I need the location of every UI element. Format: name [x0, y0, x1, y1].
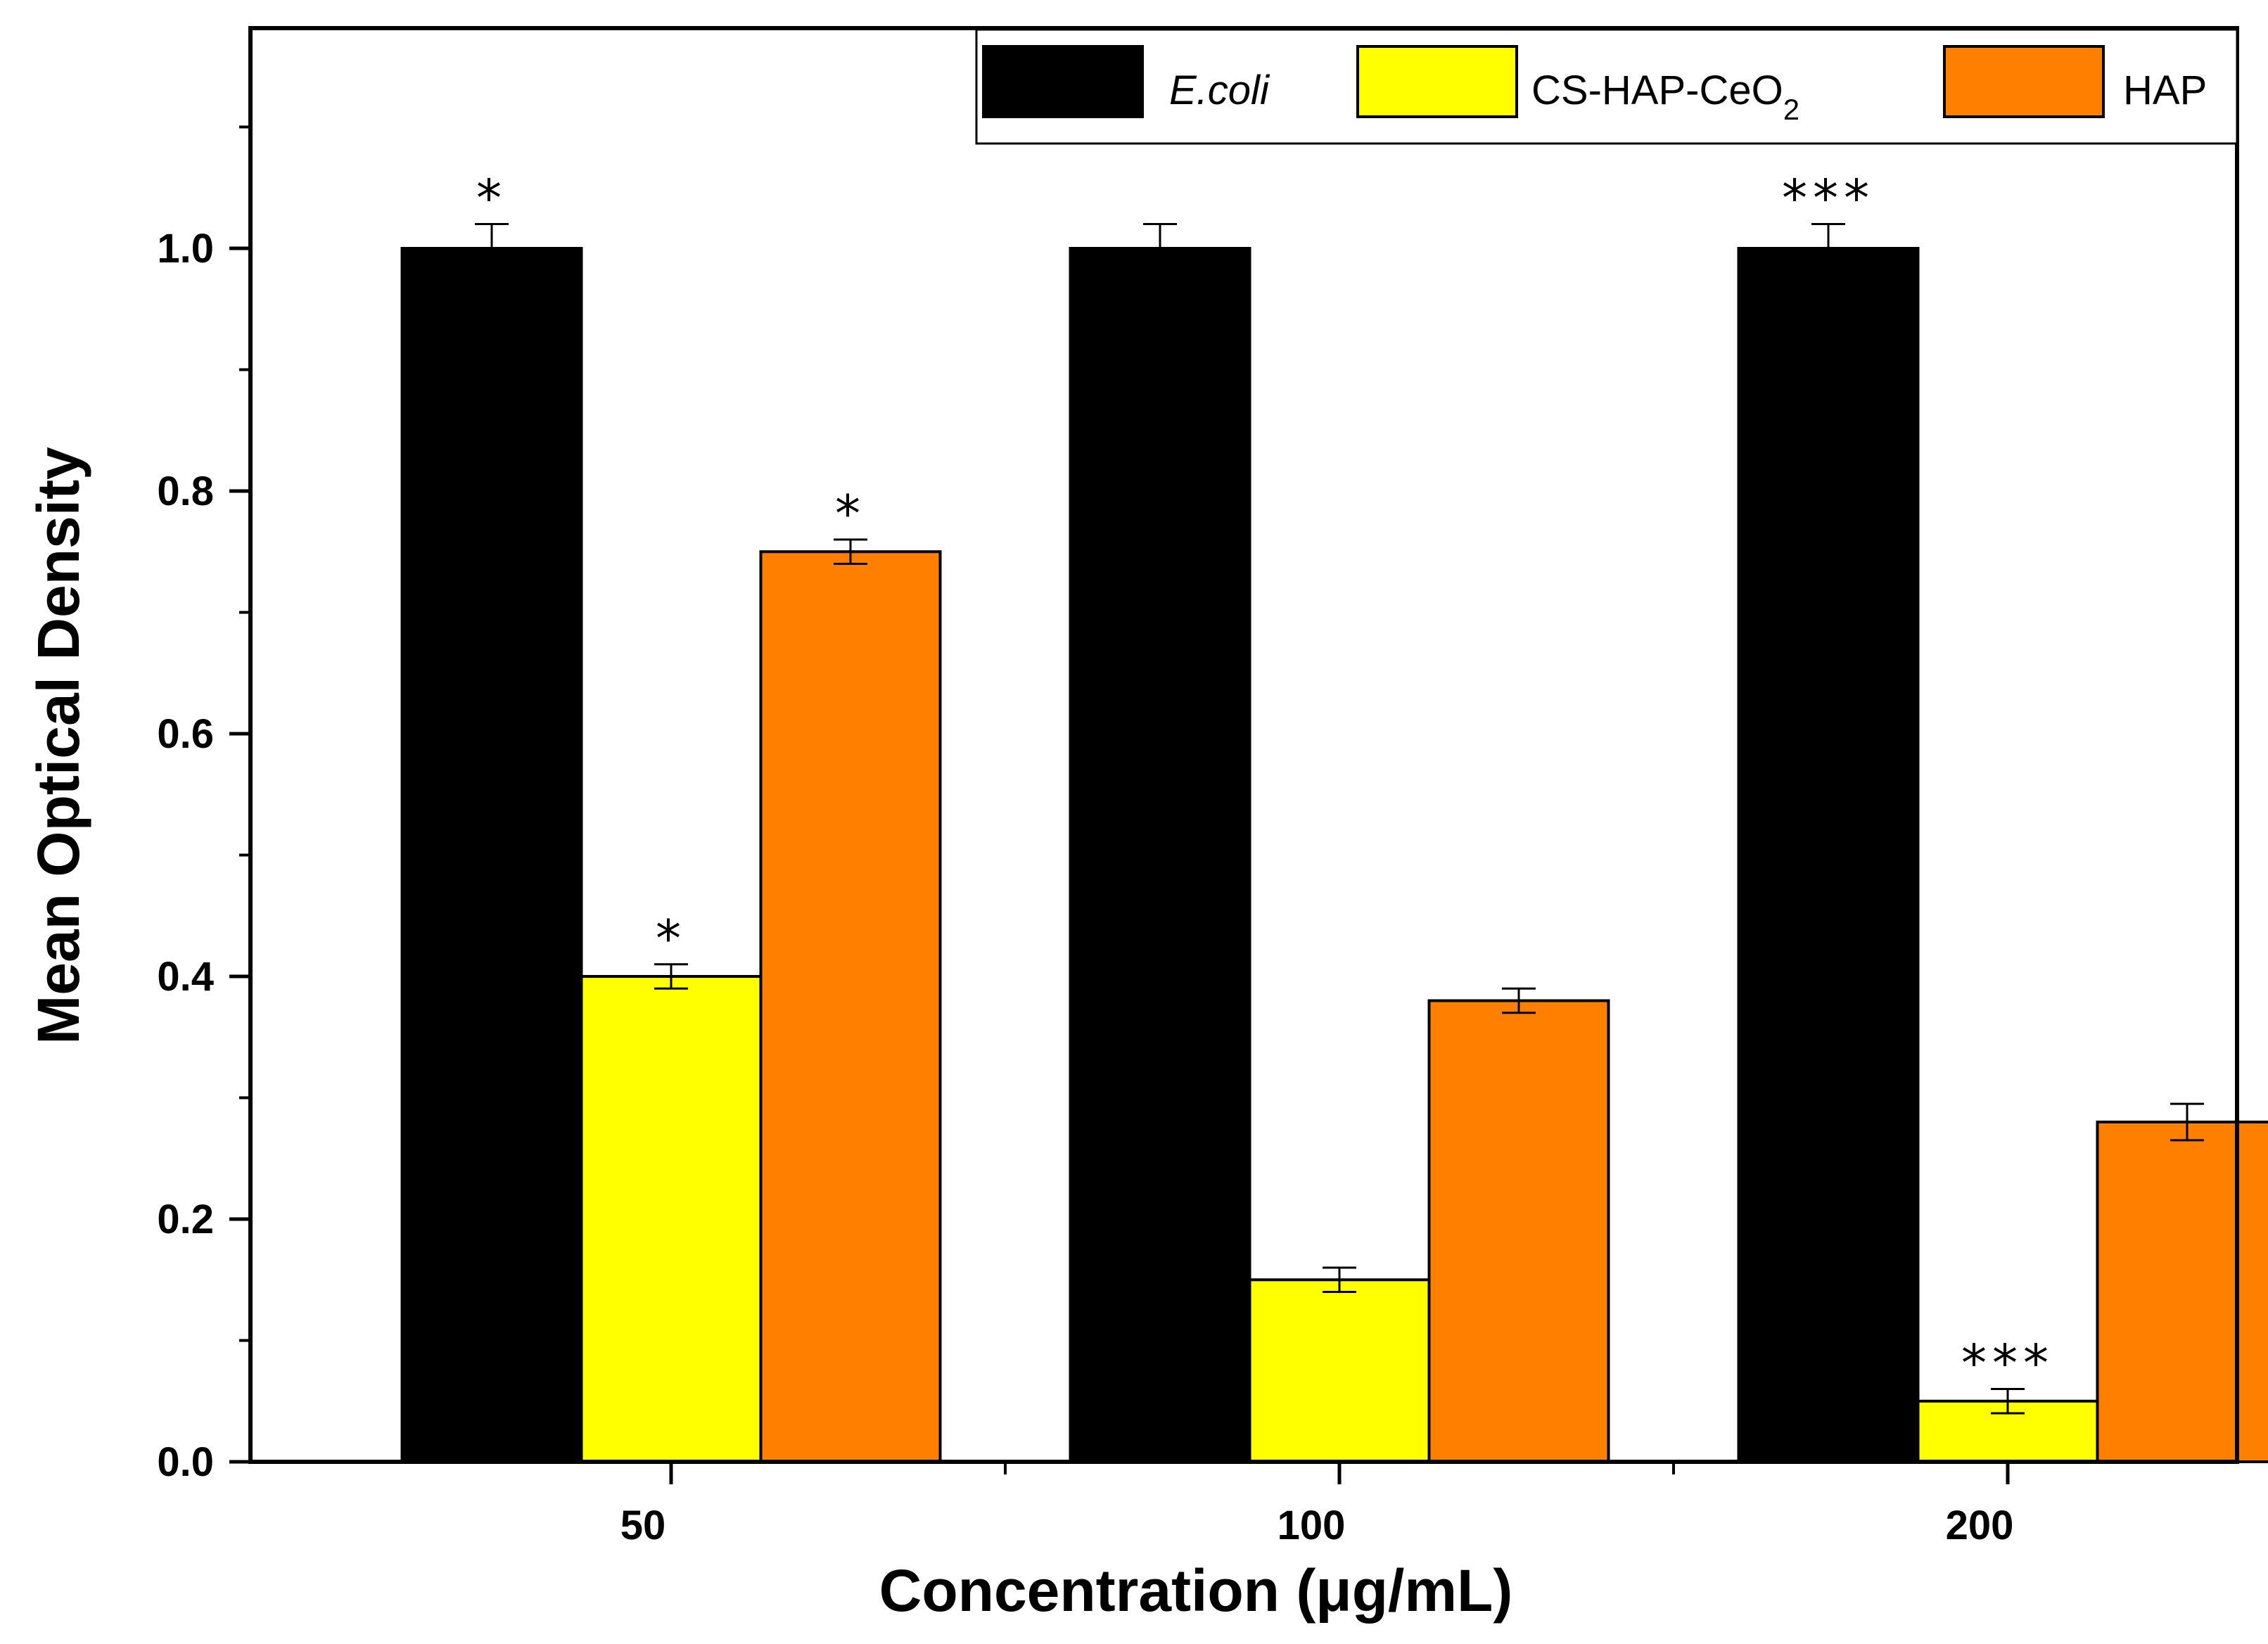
error-bar [2170, 1102, 2204, 1142]
bar-3-200 [2096, 1121, 2268, 1463]
bar-2-50 [580, 975, 763, 1463]
y-tick-label: 1.0 [157, 226, 214, 272]
legend-swatch [1943, 45, 2105, 118]
significance-marker: * [476, 169, 507, 228]
error-bar [1143, 223, 1177, 274]
x-axis-title: Concentration (μg/mL) [879, 1557, 1513, 1624]
legend-label: E.coli [1169, 68, 1270, 113]
axes-layer: 0.0 0.2 0.4 0.6 0.8 1.0 50 100 200 [157, 125, 2014, 1548]
significance-marker: * [835, 484, 866, 543]
bar-3-100 [1427, 999, 1610, 1463]
plot-frame [248, 26, 2239, 1464]
legend: E.coli CS-HAP-CeO2 HAP [975, 28, 2238, 145]
significance-layer: * ******** [476, 169, 2054, 1393]
x-tick-label: 50 [620, 1503, 666, 1548]
bars-layer [400, 247, 2268, 1463]
error-bar [834, 538, 867, 565]
bar-1-200 [1737, 247, 1920, 1463]
significance-marker: *** [1782, 169, 1875, 228]
significance-marker: * [656, 909, 687, 968]
y-tick-label: 0.2 [157, 1197, 214, 1242]
y-tick-label: 0.0 [157, 1439, 214, 1485]
bar-2-100 [1248, 1278, 1431, 1463]
significance-marker: *** [1961, 1334, 2054, 1393]
error-bar [1991, 1388, 2025, 1415]
x-tick-label: 200 [1946, 1503, 2014, 1548]
y-axis-title: Mean Optical Density [25, 447, 91, 1045]
bar-1-50 [400, 247, 583, 1463]
y-tick-label: 0.4 [157, 954, 214, 1000]
error-bars-layer [475, 223, 2204, 1415]
legend-swatch [982, 45, 1144, 118]
bar-3-50 [759, 550, 942, 1463]
y-tick-label: 0.6 [157, 711, 214, 757]
legend-label: HAP [2123, 68, 2207, 113]
error-bar [654, 963, 688, 990]
bar-1-100 [1069, 247, 1251, 1463]
error-bar [1811, 223, 1845, 274]
legend-swatch [1356, 45, 1518, 118]
error-bar [1323, 1266, 1356, 1293]
y-tick-label: 0.8 [157, 469, 214, 514]
x-tick-label: 100 [1278, 1503, 1346, 1548]
error-bar [475, 223, 509, 274]
error-bar [1502, 987, 1536, 1014]
